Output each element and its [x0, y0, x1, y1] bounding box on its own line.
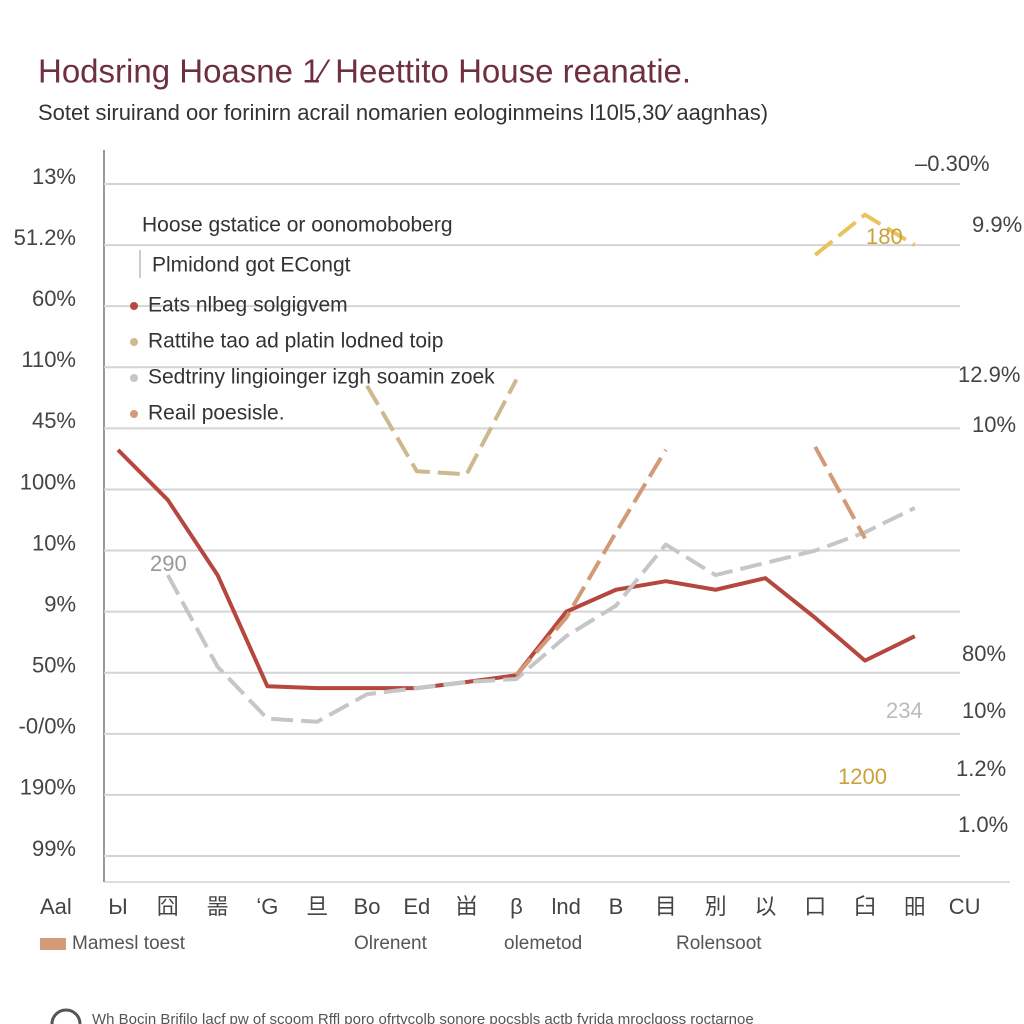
x-tick-label: 畄 — [456, 894, 478, 919]
legend-title: Hoose gstatice or oonomoboberg — [142, 214, 453, 237]
annotation: 10% — [962, 698, 1006, 723]
bottom-legend-label: Rolensoot — [676, 933, 762, 954]
x-tick-label: B — [609, 894, 624, 919]
x-tick-label: 別 — [705, 894, 727, 919]
legend-marker — [130, 410, 138, 418]
y-tick-label: 9% — [44, 591, 76, 616]
legend-label: Reail poesisle. — [148, 402, 285, 425]
y-tick-label: 50% — [32, 653, 76, 678]
annotation: 290 — [150, 551, 187, 576]
legend-label: Sedtriny lingioinger izgh soamin zoek — [148, 366, 495, 389]
annotation: 9.9% — [972, 212, 1022, 237]
annotation: 1.2% — [956, 756, 1006, 781]
footer-icon — [50, 1008, 82, 1024]
x-tick-label: 臼 — [854, 894, 876, 919]
x-tick-label: lnd — [552, 894, 581, 919]
x-tick-label: 昍 — [904, 894, 926, 919]
y-tick-label: 13% — [32, 164, 76, 189]
x-tick-label: Ed — [403, 894, 430, 919]
legend-subtitle: Plmidond got ECongt — [152, 254, 351, 277]
y-tick-label: 60% — [32, 286, 76, 311]
chart-title: Hodsring Hoasne 1⁄ Heettito House reanat… — [38, 53, 691, 90]
legend-marker — [130, 338, 138, 346]
x-tick-label: 目 — [655, 894, 677, 919]
x-tick-label: 口 — [804, 894, 826, 919]
y-tick-label: -0/0% — [19, 714, 76, 739]
y-tick-label: 51.2% — [14, 225, 76, 250]
legend-marker — [130, 374, 138, 382]
annotation: –0.30% — [915, 151, 990, 176]
annotation: 1.0% — [958, 812, 1008, 837]
y-tick-label: 110% — [21, 347, 76, 372]
x-tick-label: 旦 — [306, 894, 328, 919]
x-tick-label: ʻG — [256, 894, 278, 919]
x-axis-label: Aal — [40, 894, 72, 919]
annotation: 1200 — [838, 764, 887, 789]
y-tick-label: 190% — [20, 775, 76, 800]
y-tick-label: 100% — [20, 469, 76, 494]
bottom-legend-label: Mamesl toest — [72, 933, 186, 954]
series-line — [514, 445, 867, 677]
annotation: 12.9% — [958, 362, 1020, 387]
x-tick-label: CU — [949, 894, 981, 919]
y-tick-label: 99% — [32, 836, 76, 861]
x-tick-label: Ы — [108, 894, 127, 919]
y-tick-label: 45% — [32, 408, 76, 433]
annotation: 180 — [866, 224, 903, 249]
legend-marker — [130, 302, 138, 310]
series-line — [365, 378, 519, 477]
bottom-legend-swatch — [40, 938, 66, 950]
legend-label: Eats nlbeg solgigvem — [148, 294, 348, 317]
series-line — [813, 212, 916, 257]
annotation: 10% — [972, 412, 1016, 437]
x-tick-label: 噐 — [207, 894, 229, 919]
bottom-legend-label: Olrenent — [354, 933, 428, 954]
y-tick-label: 10% — [32, 530, 76, 555]
annotation: 80% — [962, 641, 1006, 666]
legend-label: Rattihe tao ad platin lodned toip — [148, 330, 443, 353]
x-tick-label: β — [510, 894, 523, 919]
chart-subtitle: Sotet siruirand oor forinirn acrail noma… — [38, 100, 768, 125]
footer: Wh Bocin Brifilo lacf pw of scoom Rffl p… — [92, 1011, 754, 1024]
bottom-legend-label: olemetod — [504, 933, 582, 954]
series-line — [166, 506, 916, 724]
x-tick-label: 以 — [754, 894, 776, 919]
x-tick-label: 囧 — [157, 894, 179, 919]
annotation: 234 — [886, 698, 923, 723]
x-tick-label: Bo — [354, 894, 381, 919]
